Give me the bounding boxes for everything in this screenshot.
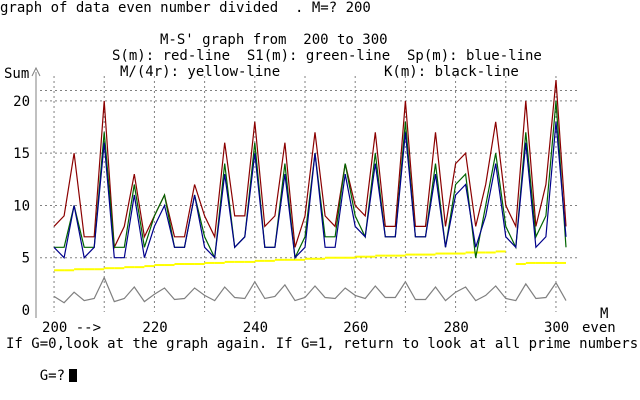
text-cursor <box>69 369 78 382</box>
x-tick-label: 300 <box>544 320 569 336</box>
series-line-black <box>53 276 567 304</box>
series-line-green <box>54 100 567 260</box>
y-tick-label: 10 <box>13 198 30 214</box>
y-tick-label: 15 <box>13 146 30 162</box>
prompt-line: graph of data even number divided . M=? … <box>0 0 371 16</box>
legend-yellow: M/(4r): yellow-line <box>120 64 281 80</box>
x-tick-label: 260 <box>343 320 368 336</box>
x-axis-unit-label: even <box>582 320 616 336</box>
series-line-red <box>53 79 567 250</box>
x-tick-label: 200 --> <box>42 320 101 336</box>
legend-line-1: S(m): red-line S1(m): green-line Sp(m): … <box>112 48 542 64</box>
series-line-blue <box>53 121 567 260</box>
y-ticks: 0 5 10 15 20 <box>13 94 30 319</box>
y-axis-label: Sum <box>4 66 29 82</box>
x-axis-label: M <box>600 306 608 322</box>
input-prompt-line[interactable]: G=? <box>6 352 78 400</box>
series <box>53 79 567 304</box>
x-tick-label: 220 <box>142 320 167 336</box>
chart-title: M-S' graph from 200 to 300 <box>160 32 388 48</box>
x-tick-label: 280 <box>444 320 469 336</box>
y-tick-label: 5 <box>22 251 30 267</box>
x-ticks: 200 --> 220 240 260 280 300 <box>42 320 569 336</box>
instruction-line: If G=0,look at the graph again. If G=1, … <box>6 336 640 352</box>
x-tick-label: 240 <box>243 320 268 336</box>
y-tick-label: 0 <box>22 303 30 319</box>
input-prompt-label: G=? <box>39 368 66 384</box>
y-tick-label: 20 <box>13 94 30 110</box>
grid <box>40 76 580 312</box>
axes: Sum M even <box>4 66 616 336</box>
y-axis-arrow <box>31 66 41 77</box>
